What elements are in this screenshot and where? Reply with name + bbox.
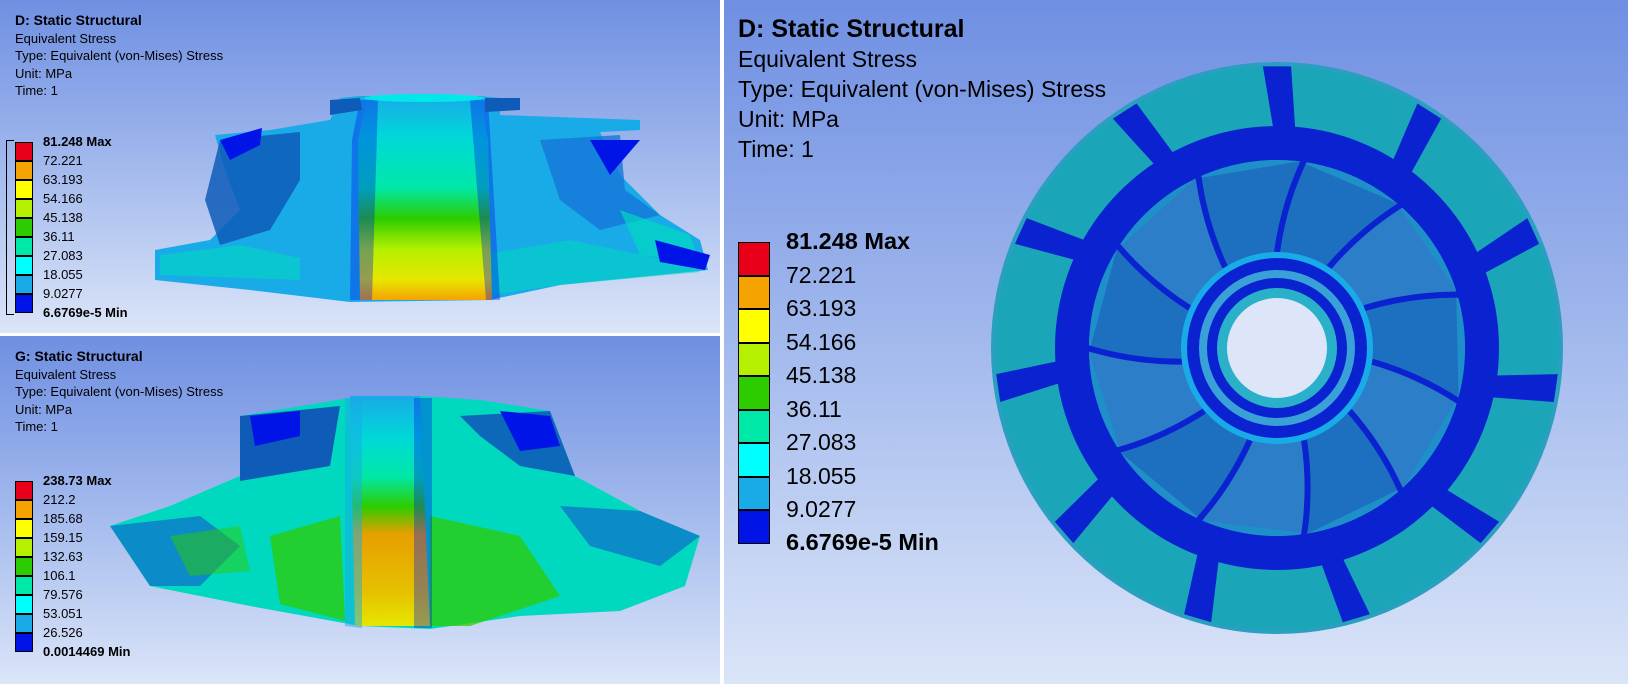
result-name: Equivalent Stress: [15, 366, 117, 382]
result-info-d: D: Static Structural Equivalent Stress T…: [15, 12, 223, 100]
legend-max-label: 81.248 Max: [43, 134, 112, 149]
legend-swatch: [15, 576, 33, 595]
legend-tick-label: 72.221: [786, 261, 857, 288]
legend-tick-label: 36.11: [786, 395, 842, 422]
result-type: Type: Equivalent (von-Mises) Stress: [738, 76, 1107, 102]
legend-tick-label: 53.051: [43, 606, 83, 621]
legend-swatch: [15, 595, 33, 614]
legend-tick-label: 26.526: [43, 625, 83, 640]
legend-swatch: [15, 519, 33, 538]
viewport-d-axial-view[interactable]: D: Static Structural Equivalent Stress T…: [724, 0, 1628, 684]
legend-tick-label: 45.138: [43, 210, 83, 225]
result-time: Time: 1: [15, 83, 58, 98]
legend-swatch: [15, 294, 33, 313]
legend-swatch: [15, 142, 33, 161]
result-unit: Unit: MPa: [738, 106, 839, 132]
legend-swatch: [738, 476, 770, 510]
legend-tick-label: 212.2: [43, 492, 76, 507]
result-info-g: G: Static Structural Equivalent Stress T…: [15, 348, 223, 436]
viewport-g-side-view[interactable]: G: Static Structural Equivalent Stress T…: [0, 336, 720, 684]
result-name: Equivalent Stress: [15, 30, 117, 46]
legend-swatch: [15, 199, 33, 218]
legend-tick-label: 106.1: [43, 568, 76, 583]
viewport-d-side-view[interactable]: D: Static Structural Equivalent Stress T…: [0, 0, 720, 333]
legend-bracket: [6, 140, 14, 315]
legend-tick-label: 159.15: [43, 530, 83, 545]
legend-swatch: [15, 633, 33, 652]
result-type: Type: Equivalent (von-Mises) Stress: [15, 48, 224, 63]
legend-tick-label: 79.576: [43, 587, 83, 602]
legend-swatch: [15, 275, 33, 294]
legend-swatch: [738, 309, 770, 343]
legend-swatch: [738, 275, 770, 309]
legend-tick-label: 132.63: [43, 549, 83, 564]
legend-swatch: [15, 180, 33, 199]
legend-tick-label: 18.055: [43, 267, 83, 282]
legend-tick-label: 9.0277: [43, 286, 83, 301]
legend-swatch: [738, 409, 770, 443]
legend-max-label: 81.248 Max: [786, 228, 911, 254]
result-time: Time: 1: [15, 419, 58, 434]
legend-swatch: [738, 376, 770, 410]
legend-swatch: [15, 614, 33, 633]
result-name: Equivalent Stress: [738, 46, 917, 72]
legend-tick-label: 185.68: [43, 511, 83, 526]
legend-swatch: [15, 538, 33, 557]
impeller-side-view-model: [155, 94, 710, 302]
legend-tick-label: 9.0277: [786, 496, 857, 522]
result-unit: Unit: MPa: [15, 401, 73, 417]
legend-swatch: [738, 342, 770, 376]
legend-swatch: [738, 242, 770, 276]
legend-tick-label: 54.166: [786, 328, 857, 355]
analysis-title: D: Static Structural: [15, 12, 142, 28]
result-type: Type: Equivalent (von-Mises) Stress: [15, 384, 224, 399]
result-unit: Unit: MPa: [15, 65, 73, 81]
legend-tick-label: 18.055: [786, 462, 857, 489]
impeller-side-view-model: [110, 396, 700, 629]
legend-min-label: 0.0014469 Min: [43, 644, 131, 659]
legend-swatch: [15, 256, 33, 275]
legend-swatch: [15, 161, 33, 180]
legend-tick-label: 63.193: [43, 172, 83, 187]
legend-tick-label: 45.138: [786, 362, 857, 388]
legend-tick-label: 27.083: [43, 248, 83, 263]
legend-swatch: [15, 237, 33, 256]
legend-tick-label: 27.083: [786, 429, 857, 455]
analysis-title: D: Static Structural: [738, 15, 965, 43]
legend-swatch: [738, 510, 770, 544]
legend-max-label: 238.73 Max: [43, 473, 112, 488]
legend-min-label: 6.6769e-5 Min: [786, 529, 939, 555]
legend-tick-label: 36.11: [43, 229, 75, 244]
impeller-axial-view-model: [991, 62, 1563, 634]
legend-min-label: 6.6769e-5 Min: [43, 305, 128, 320]
legend-swatch: [738, 443, 770, 477]
result-info-right: D: Static Structural Equivalent Stress T…: [738, 14, 1106, 164]
legend-swatch: [15, 500, 33, 519]
legend-swatch: [15, 481, 33, 500]
legend-tick-label: 72.221: [43, 153, 83, 168]
legend-swatch: [15, 557, 33, 576]
legend-tick-label: 63.193: [786, 295, 857, 321]
analysis-title: G: Static Structural: [15, 348, 143, 364]
result-time: Time: 1: [738, 136, 814, 162]
legend-tick-label: 54.166: [43, 191, 83, 206]
legend-swatch: [15, 218, 33, 237]
